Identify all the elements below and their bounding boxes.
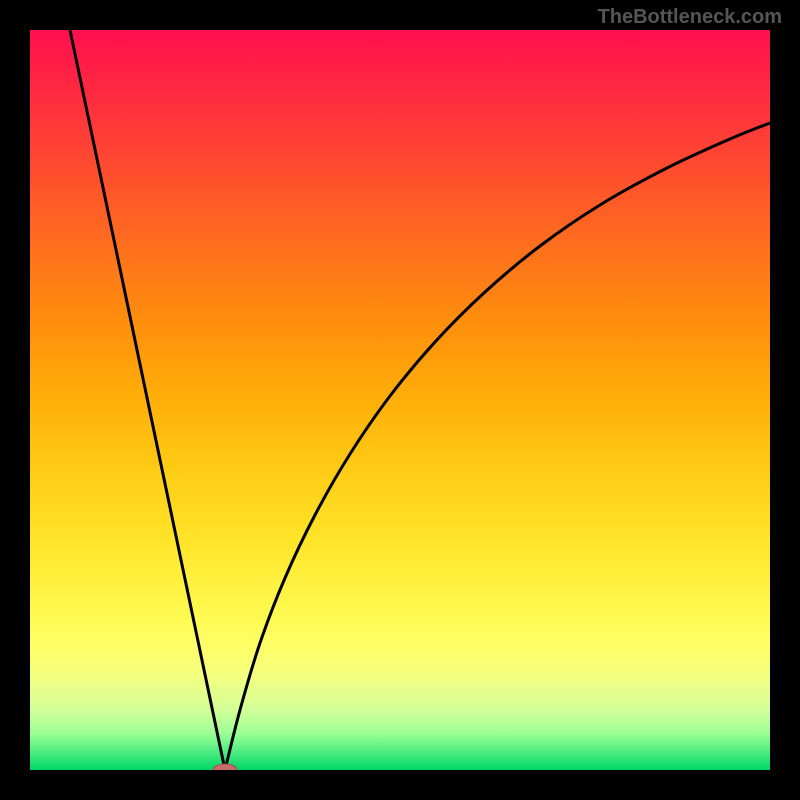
left-curve xyxy=(70,30,225,770)
right-curve xyxy=(225,123,770,770)
minimum-marker xyxy=(213,764,237,770)
chart-curves xyxy=(30,30,770,770)
watermark-text: TheBottleneck.com xyxy=(598,6,782,29)
chart-plot-area xyxy=(30,30,770,770)
